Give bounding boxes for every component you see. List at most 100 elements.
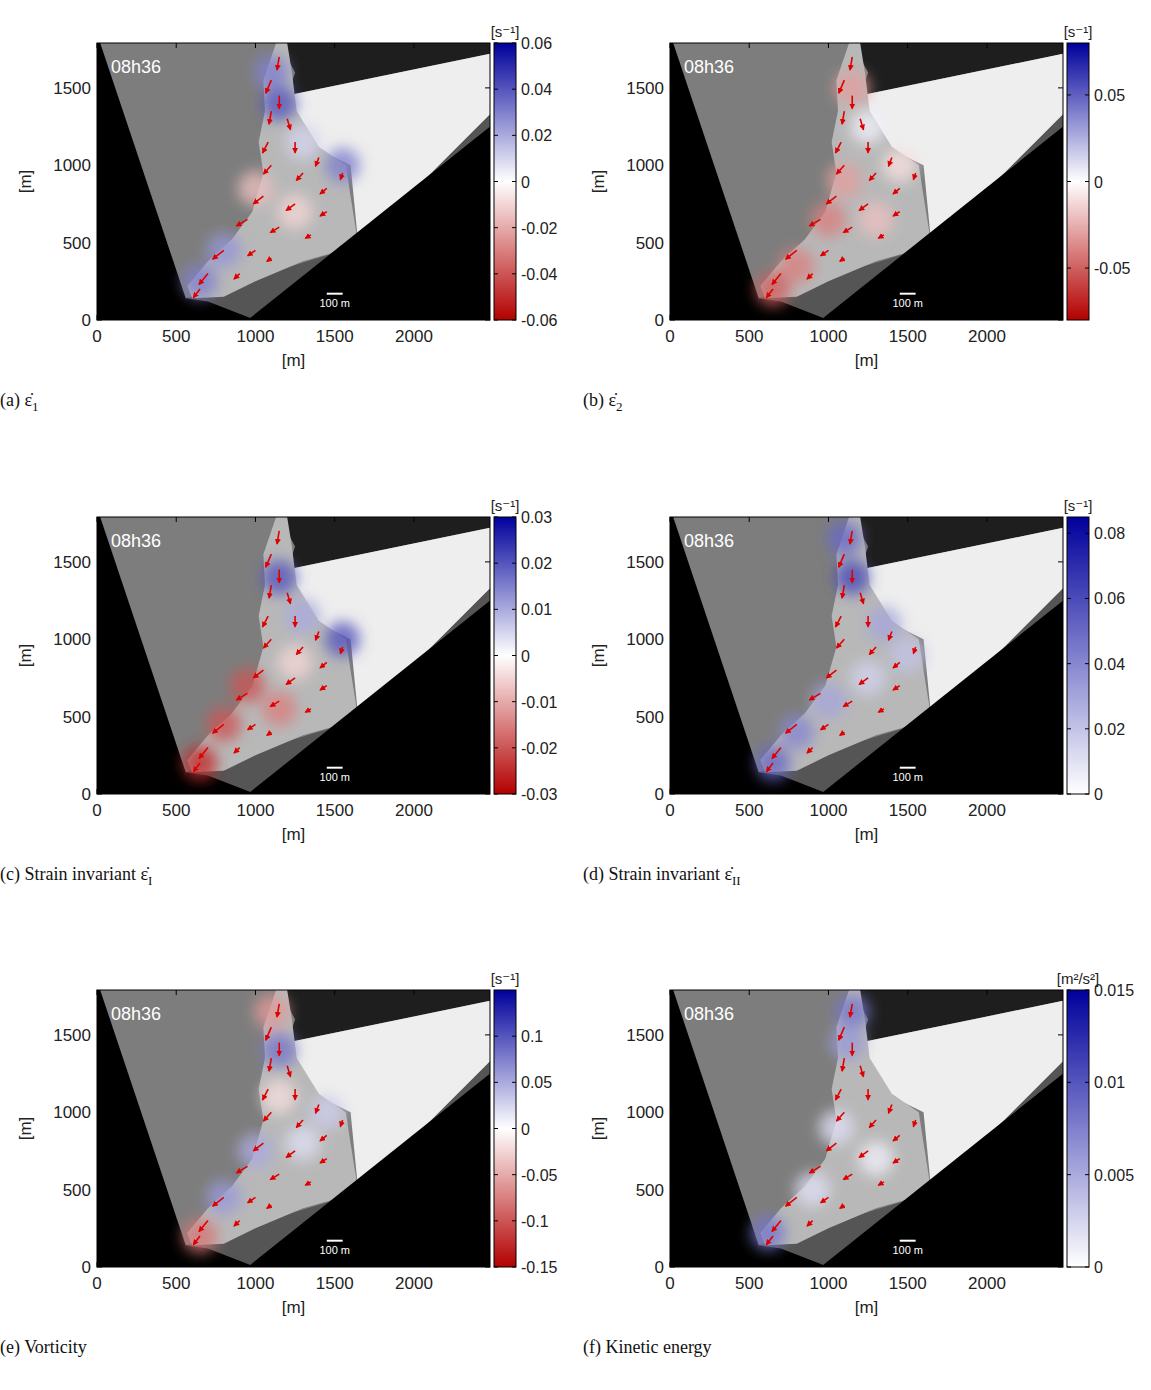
- field-cell: [756, 272, 791, 307]
- x-tick: [176, 789, 177, 794]
- x-tick: [97, 517, 98, 522]
- x-tick-label: 1000: [237, 801, 275, 820]
- velocity-vector: [296, 647, 303, 655]
- scene-shape: [97, 517, 186, 794]
- velocity-vector: [264, 639, 272, 648]
- scale-bar-label: 100 m: [892, 771, 923, 783]
- velocity-vector: [889, 1105, 892, 1114]
- velocity-vector: [913, 173, 915, 179]
- colorbar-tick: [1067, 990, 1071, 991]
- field-cell: [827, 163, 862, 198]
- colorbar-tick: [494, 320, 498, 321]
- colorbar-tick: [1067, 598, 1071, 599]
- scale-bar-label: 100 m: [319, 1244, 350, 1256]
- field-cell: [835, 994, 870, 1029]
- x-tick: [97, 990, 98, 995]
- y-tick: [670, 87, 675, 88]
- velocity-vector: [842, 111, 844, 124]
- y-tick-label: 0: [82, 311, 91, 330]
- field-cell: [851, 661, 886, 696]
- colorbar-tick-label: 0.05: [1094, 87, 1125, 104]
- field-cell: [859, 202, 894, 237]
- colorbar-tick: [494, 135, 498, 136]
- field-cell: [230, 668, 265, 703]
- velocity-vector: [809, 1166, 820, 1172]
- y-tick: [1058, 242, 1063, 243]
- x-tick-label: 1000: [810, 327, 848, 346]
- velocity-vector: [253, 196, 263, 204]
- colorbar-tick: [494, 43, 498, 44]
- colorbar-tick: [512, 794, 516, 795]
- y-tick: [485, 561, 490, 562]
- velocity-vector: [826, 670, 836, 678]
- x-tick: [255, 315, 256, 320]
- velocity-vector: [851, 1043, 853, 1056]
- scene-shape: [670, 990, 1063, 1267]
- velocity-vector: [278, 1043, 280, 1056]
- colorbar-tick: [512, 655, 516, 656]
- x-tick-label: 500: [162, 1274, 190, 1293]
- field-cell: [325, 148, 360, 183]
- x-tick: [97, 1262, 98, 1267]
- y-tick: [97, 87, 102, 88]
- velocity-vector: [843, 701, 852, 706]
- scale-bar: [900, 1240, 916, 1242]
- x-tick: [828, 1262, 829, 1267]
- colorbar: [1067, 517, 1089, 794]
- colorbar-tick: [512, 517, 516, 518]
- y-tick-label: 0: [655, 1258, 664, 1277]
- x-tick: [670, 43, 671, 48]
- y-tick: [97, 242, 102, 243]
- y-tick: [97, 1112, 102, 1113]
- x-tick-label: 1500: [889, 327, 927, 346]
- velocity-vector: [253, 670, 263, 678]
- field-cell: [827, 521, 862, 556]
- field-cell: [867, 606, 902, 641]
- velocity-vector: [836, 142, 842, 153]
- x-tick: [255, 1262, 256, 1267]
- y-tick-label: 1000: [626, 630, 664, 649]
- colorbar-tick: [494, 273, 498, 274]
- colorbar-tick-label: 0: [521, 648, 530, 665]
- x-tick: [413, 1262, 414, 1267]
- colorbar-tick: [494, 89, 498, 90]
- colorbar-tick-label: 0.005: [1094, 1167, 1134, 1184]
- field: [751, 994, 894, 1250]
- colorbar-unit: [s⁻¹]: [491, 970, 520, 987]
- colorbar-tick: [512, 1174, 516, 1175]
- colorbar-tick-label: -0.03: [521, 786, 558, 803]
- field-cell: [286, 1126, 321, 1161]
- colorbar-unit: [s⁻¹]: [1064, 23, 1093, 40]
- caption-text: (d) Strain invariant ε̇: [583, 864, 733, 885]
- y-tick: [670, 639, 675, 640]
- frame: [97, 990, 490, 1267]
- panel: 08h36100 m0500100015002000050010001500[m…: [0, 970, 558, 1358]
- velocity-vector: [893, 1135, 900, 1140]
- velocity-vector: [320, 1135, 327, 1140]
- colorbar-tick: [494, 563, 498, 564]
- colorbar-unit: [s⁻¹]: [491, 23, 520, 40]
- x-tick-label: 0: [665, 327, 674, 346]
- colorbar-tick: [1085, 181, 1089, 182]
- velocity-vector: [867, 616, 869, 627]
- y-tick: [670, 1267, 675, 1268]
- y-tick: [1058, 794, 1063, 795]
- x-tick: [255, 789, 256, 794]
- y-tick-label: 1000: [53, 630, 91, 649]
- velocity-vector: [878, 1182, 884, 1185]
- colorbar-tick: [1085, 794, 1089, 795]
- y-tick: [485, 1034, 490, 1035]
- scale-bar-label: 100 m: [319, 771, 350, 783]
- field-cell: [254, 55, 289, 90]
- colorbar-tick: [512, 1128, 516, 1129]
- x-tick: [749, 517, 750, 522]
- field-cell: [851, 109, 886, 144]
- y-tick: [1058, 716, 1063, 717]
- colorbar-tick: [494, 227, 498, 228]
- y-tick: [670, 794, 675, 795]
- x-tick: [828, 43, 829, 48]
- x-tick: [413, 789, 414, 794]
- panel: 08h36100 m0500100015002000050010001500[m…: [0, 23, 558, 414]
- scale-bar-label: 100 m: [892, 1244, 923, 1256]
- colorbar-tick-label: -0.05: [521, 1167, 558, 1184]
